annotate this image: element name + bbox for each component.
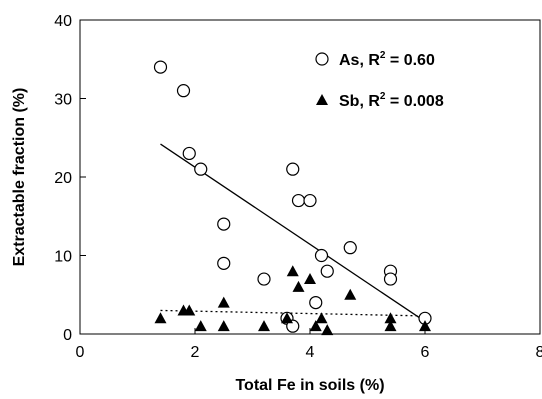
legend-sb-superscript: 2 xyxy=(380,91,386,102)
x-tick-label: 8 xyxy=(536,344,542,361)
y-tick-label: 40 xyxy=(54,13,72,30)
legend-label-sb: Sb, R2 = 0.008 xyxy=(339,91,444,110)
as-data-point xyxy=(217,256,231,270)
sb-data-point xyxy=(315,312,328,324)
legend-label-as: As, R2 = 0.60 xyxy=(339,50,435,69)
sb-data-point xyxy=(309,320,322,332)
sb-data-point xyxy=(344,288,357,300)
y-tick-label: 20 xyxy=(54,170,72,187)
x-tick-label: 6 xyxy=(421,344,430,361)
x-axis-title: Total Fe in soils (%) xyxy=(235,377,384,394)
legend-sb-name: Sb, R xyxy=(339,93,380,110)
legend-as-r2: = 0.60 xyxy=(385,52,434,69)
legend-as-superscript: 2 xyxy=(380,50,386,61)
as-data-point xyxy=(182,146,196,161)
x-tick-label: 4 xyxy=(306,344,315,361)
x-tick-label: 0 xyxy=(76,344,85,361)
y-axis-title: Extractable fraction (%) xyxy=(11,88,28,267)
sb-data-point xyxy=(419,320,431,332)
as-data-point xyxy=(309,296,323,310)
sb-data-point xyxy=(292,280,305,292)
x-axis-ticks: 0 2 4 6 8 xyxy=(76,328,542,361)
legend-marker-sb xyxy=(316,94,328,105)
sb-data-point xyxy=(321,324,334,336)
sb-data-point xyxy=(304,273,316,285)
as-data-point xyxy=(291,193,306,208)
as-data-point xyxy=(303,193,317,208)
y-tick-label: 10 xyxy=(54,249,72,266)
as-data-point xyxy=(343,241,357,255)
y-tick-label: 0 xyxy=(63,327,72,344)
sb-data-point xyxy=(217,296,230,308)
as-data-point xyxy=(320,264,334,278)
y-tick-label: 30 xyxy=(54,92,72,109)
trendline-series-1 xyxy=(160,309,426,317)
as-data-point xyxy=(153,60,168,74)
sb-data-point xyxy=(281,312,293,324)
sb-data-point xyxy=(183,304,196,316)
sb-data-point xyxy=(384,312,397,324)
sb-data-point xyxy=(154,312,167,324)
sb-data-point xyxy=(258,320,270,332)
legend-as-name: As, R xyxy=(339,52,380,69)
as-data-point xyxy=(257,272,271,286)
data-points xyxy=(153,60,432,336)
sb-data-point xyxy=(194,320,207,332)
x-tick-label: 2 xyxy=(191,344,200,361)
y-axis-ticks: 0 10 20 30 40 xyxy=(54,13,86,344)
sb-data-point xyxy=(217,320,230,332)
as-data-point xyxy=(286,162,300,176)
sb-data-point xyxy=(384,320,397,332)
as-data-point xyxy=(194,162,208,176)
legend-marker-as xyxy=(315,52,329,66)
as-data-point xyxy=(176,84,191,98)
as-data-point xyxy=(314,248,329,263)
sb-data-point xyxy=(286,265,299,277)
as-data-point xyxy=(383,272,398,286)
as-data-point xyxy=(217,217,231,231)
legend-sb-r2: = 0.008 xyxy=(385,93,443,110)
plot-area xyxy=(79,19,541,335)
plot-frame xyxy=(79,19,541,335)
legend: As, R2 = 0.60 Sb, R2 = 0.008 xyxy=(315,50,444,110)
